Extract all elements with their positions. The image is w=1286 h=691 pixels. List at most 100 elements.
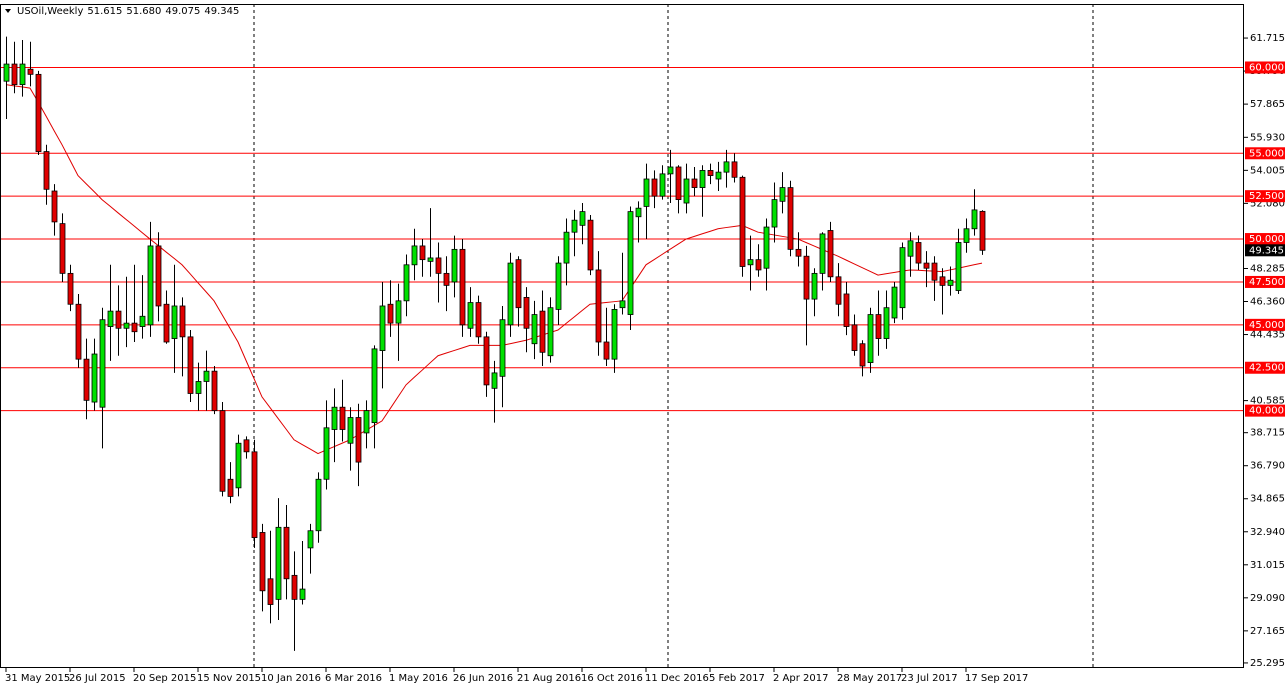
candle-body: [91, 353, 98, 403]
candle-body: [35, 73, 42, 152]
candle-body: [363, 410, 370, 434]
candle-body: [99, 319, 106, 408]
candle-body: [523, 296, 530, 329]
candle-body: [251, 451, 258, 539]
candle-body: [723, 161, 730, 173]
candle-body: [827, 230, 834, 278]
y-tick-label: 27.165: [1250, 626, 1285, 637]
y-tick-label: 31.015: [1250, 560, 1285, 571]
candle-body: [315, 478, 322, 532]
level-label: 55.000: [1249, 148, 1284, 159]
x-tick-label: 5 Feb 2017: [709, 673, 765, 684]
candle-body: [651, 178, 658, 197]
candle-body: [147, 245, 154, 326]
candle-body: [707, 170, 714, 176]
candle-body: [355, 417, 362, 463]
y-tick-label: 38.715: [1250, 428, 1285, 439]
candle-body: [539, 310, 546, 353]
candle-body: [971, 209, 978, 230]
candle-body: [595, 269, 602, 343]
header-value: 49.345: [204, 6, 239, 17]
candle-body: [915, 242, 922, 264]
candle-body: [491, 372, 498, 389]
plot-frame: [0, 4, 1244, 668]
header-value: 51.680: [126, 6, 161, 17]
candle-body: [203, 370, 210, 382]
candle-body: [619, 300, 626, 309]
candle-body: [755, 259, 762, 271]
candle-body: [267, 578, 274, 605]
y-tick-label: 52.080: [1250, 198, 1285, 209]
candle-body: [835, 276, 842, 305]
candle-body: [331, 406, 338, 430]
level-tag: [1245, 190, 1285, 203]
y-tick-label: 55.930: [1250, 132, 1285, 143]
candle-body: [643, 178, 650, 207]
candle-body: [139, 315, 146, 327]
candle-body: [195, 381, 202, 394]
x-tick-label: 23 Jul 2017: [901, 673, 958, 684]
level-label: 45.000: [1249, 320, 1284, 331]
candle-body: [683, 178, 690, 204]
y-tick-label: 48.285: [1250, 263, 1285, 274]
candle-body: [387, 303, 394, 324]
candle-body: [859, 343, 866, 367]
candle-body: [571, 219, 578, 233]
candle-body: [931, 262, 938, 281]
candle-body: [691, 178, 698, 188]
candle-body: [843, 293, 850, 327]
candle-body: [11, 63, 18, 86]
candle-body: [603, 341, 610, 360]
candle-body: [115, 310, 122, 329]
candle-body: [323, 427, 330, 480]
candle-body: [339, 406, 346, 430]
candle-body: [379, 305, 386, 351]
y-tick-label: 40.585: [1250, 396, 1285, 407]
level-tag: [1245, 233, 1285, 246]
x-tick-label: 1 May 2016: [389, 673, 448, 684]
candle-body: [563, 231, 570, 264]
level-tag: [1245, 61, 1285, 74]
level-tag: [1245, 404, 1285, 417]
candle-body: [715, 171, 722, 180]
candle-body: [227, 478, 234, 497]
candle-body: [171, 305, 178, 339]
candle-body: [51, 190, 58, 223]
candle-body: [587, 219, 594, 271]
candle-body: [123, 322, 130, 329]
x-tick-label: 11 Dec 2016: [645, 673, 709, 684]
candle-body: [779, 187, 786, 202]
candle-body: [371, 348, 378, 424]
candle-body: [395, 300, 402, 324]
header-title: USOil,Weekly: [17, 6, 83, 17]
candle-body: [27, 68, 34, 75]
candle-body: [187, 336, 194, 394]
candle-body: [627, 211, 634, 315]
candle-body: [131, 322, 138, 333]
x-tick-label: 26 Jul 2015: [69, 673, 126, 684]
candle-body: [867, 314, 874, 363]
candle-body: [179, 305, 186, 338]
candle-body: [811, 272, 818, 300]
candle-body: [435, 257, 442, 274]
x-tick-label: 28 May 2017: [837, 673, 902, 684]
candle-body: [947, 279, 954, 286]
level-label: 52.500: [1249, 191, 1284, 202]
x-tick-label: 10 Jan 2016: [261, 673, 321, 684]
candle-body: [659, 173, 666, 197]
y-tick-label: 36.790: [1250, 461, 1285, 472]
candle-body: [459, 248, 466, 326]
level-tag: [1245, 275, 1285, 288]
candle-body: [211, 370, 218, 412]
candle-body: [963, 228, 970, 243]
level-label: 60.000: [1249, 62, 1284, 73]
candle-body: [347, 417, 354, 444]
y-tick-label: 61.715: [1250, 33, 1285, 44]
candle-body: [283, 526, 290, 580]
candle-body: [611, 309, 618, 360]
levels: [0, 66, 1244, 412]
candle-body: [19, 63, 26, 86]
candle-body: [923, 262, 930, 269]
candle-body: [259, 532, 266, 592]
candle-body: [299, 588, 306, 600]
